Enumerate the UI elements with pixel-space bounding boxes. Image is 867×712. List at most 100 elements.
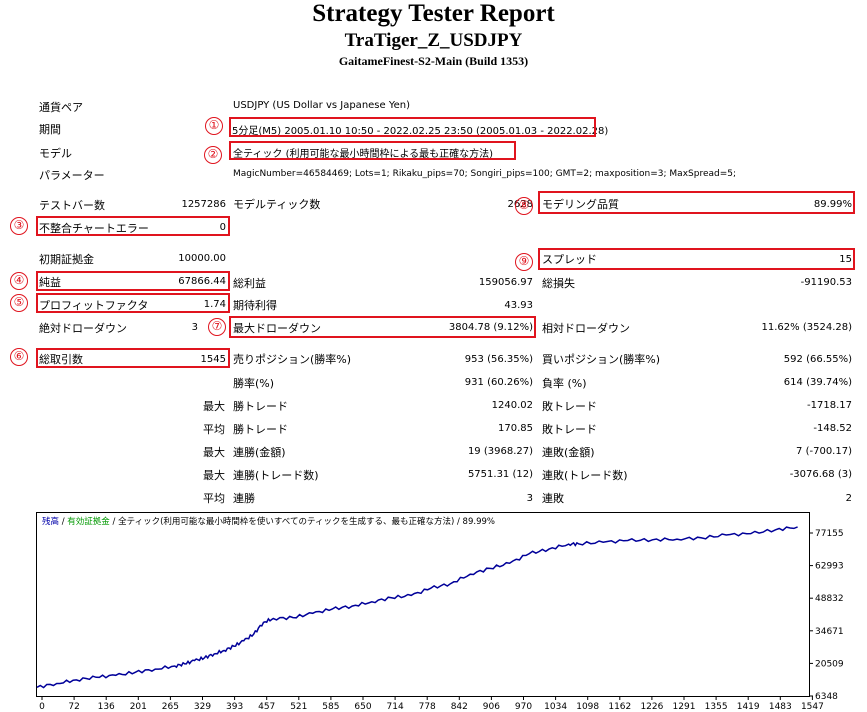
- trades-label: 総取引数: [39, 353, 83, 366]
- row-value-left: 3: [526, 493, 533, 504]
- legend-entry: /: [110, 517, 118, 527]
- payoff-label: 期待利得: [233, 299, 277, 312]
- row-label-left: 勝トレード: [233, 400, 288, 413]
- row-prefix: 最大: [203, 469, 225, 482]
- x-tick-label: 585: [322, 702, 339, 712]
- x-tick-label: 1162: [608, 702, 631, 712]
- y-tick-label: 62993: [815, 562, 844, 572]
- deposit-value: 10000.00: [178, 253, 226, 264]
- row-label-right: 敗トレード: [542, 423, 597, 436]
- row-value-left: 19 (3968.27): [467, 446, 533, 457]
- row-prefix: 平均: [203, 423, 225, 436]
- max-dd-value: 3804.78 (9.12%): [448, 322, 533, 333]
- marker-7: ⑦: [208, 318, 226, 336]
- abs-dd-label: 絶対ドローダウン: [39, 322, 127, 335]
- model-label: モデル: [39, 147, 72, 160]
- marker-6: ⑥: [10, 348, 28, 366]
- params-value: MagicNumber=46584469; Lots=1; Rikaku_pip…: [233, 169, 737, 179]
- row-label-left: 連勝(トレード数): [233, 469, 319, 482]
- highlight-period: [229, 117, 596, 137]
- ticks-label: モデルティック数: [233, 198, 321, 211]
- y-tick-label: 48832: [815, 594, 844, 604]
- x-tick-label: 521: [290, 702, 307, 712]
- model-value: 全ティック (利用可能な最小時間枠による最も正確な方法): [233, 149, 494, 160]
- marker-2: ②: [204, 146, 222, 164]
- abs-dd-value: 3: [191, 322, 198, 333]
- win-label: 勝率(%): [233, 377, 275, 390]
- loss-value: 614 (39.74%): [783, 377, 852, 388]
- legend-entry: 有効証拠金: [67, 516, 110, 527]
- ea-name: TraTiger_Z_USDJPY: [344, 30, 523, 51]
- highlight-pf: [36, 293, 230, 313]
- x-tick-label: 1483: [769, 702, 792, 712]
- pf-label: プロフィットファクタ: [39, 299, 149, 312]
- long-label: 買いポジション(勝率%): [542, 353, 661, 366]
- mismatch-label: 不整合チャートエラー: [39, 222, 149, 235]
- deposit-label: 初期証拠金: [39, 253, 94, 266]
- balance-chart: 残高 / 有効証拠金 / 全ティック(利用可能な最小時間枠を使いすべてのティック…: [36, 512, 844, 712]
- x-tick-label: 778: [419, 702, 436, 712]
- x-tick-label: 136: [98, 702, 115, 712]
- highlight-net: [36, 271, 230, 291]
- balance-series-line: [36, 526, 798, 689]
- x-tick-label: 1226: [640, 702, 663, 712]
- x-tick-label: 201: [130, 702, 147, 712]
- period-label: 期間: [39, 123, 61, 136]
- quality-label: モデリング品質: [542, 198, 619, 211]
- row-label-right: 敗トレード: [542, 400, 597, 413]
- report-title: Strategy Tester Report: [312, 0, 555, 27]
- x-tick-label: 1034: [544, 702, 567, 712]
- legend-entry: /: [59, 517, 67, 527]
- marker-1: ①: [205, 117, 223, 135]
- win-value: 931 (60.26%): [464, 377, 533, 388]
- marker-4: ④: [10, 272, 28, 290]
- symbol-label: 通貨ペア: [39, 101, 83, 114]
- legend-entry: / 89.99%: [454, 517, 495, 527]
- net-value: 67866.44: [178, 276, 226, 287]
- net-label: 純益: [39, 276, 61, 289]
- mismatch-value: 0: [219, 222, 226, 233]
- long-value: 592 (66.55%): [783, 354, 852, 365]
- gross-profit-label: 総利益: [233, 277, 266, 290]
- highlight-model: [229, 141, 516, 160]
- x-tick-label: 714: [387, 702, 404, 712]
- highlight-max-dd: [229, 316, 536, 338]
- row-value-right: -148.52: [813, 423, 852, 434]
- row-value-right: -3076.68 (3): [789, 469, 852, 480]
- row-label-left: 連勝(金額): [233, 446, 286, 459]
- spread-label: スプレッド: [542, 253, 597, 266]
- row-label-right: 連敗(トレード数): [542, 469, 628, 482]
- y-tick-label: 20509: [815, 659, 844, 669]
- max-dd-label: 最大ドローダウン: [233, 322, 321, 335]
- params-label: パラメーター: [39, 169, 105, 182]
- marker-3: ③: [10, 217, 28, 235]
- row-value-left: 5751.31 (12): [467, 469, 533, 480]
- row-prefix: 平均: [203, 492, 225, 505]
- short-value: 953 (56.35%): [464, 354, 533, 365]
- row-prefix: 最大: [203, 400, 225, 413]
- y-tick-label: 34671: [815, 627, 844, 637]
- payoff-value: 43.93: [504, 300, 533, 311]
- x-tick-label: 1355: [705, 702, 728, 712]
- row-prefix: 最大: [203, 446, 225, 459]
- x-tick-label: 1547: [801, 702, 824, 712]
- short-label: 売りポジション(勝率%): [233, 353, 352, 366]
- x-tick-label: 906: [483, 702, 500, 712]
- y-tick-label: 77155: [815, 529, 844, 539]
- x-tick-label: 842: [451, 702, 468, 712]
- x-tick-label: 393: [226, 702, 243, 712]
- marker-5: ⑤: [10, 294, 28, 312]
- row-label-left: 勝トレード: [233, 423, 288, 436]
- x-tick-label: 72: [68, 702, 79, 712]
- symbol-value: USDJPY (US Dollar vs Japanese Yen): [233, 100, 411, 111]
- row-label-right: 連敗: [542, 492, 564, 505]
- x-tick-label: 970: [515, 702, 532, 712]
- highlight-quality: [538, 191, 855, 214]
- bars-value: 1257286: [181, 199, 226, 210]
- highlight-trades: [36, 348, 230, 368]
- x-tick-label: 265: [162, 702, 179, 712]
- gross-profit-value: 159056.97: [478, 277, 533, 288]
- loss-label: 負率 (%): [542, 377, 587, 390]
- bars-label: テストバー数: [39, 199, 105, 212]
- server-name: GaitameFinest-S2-Main (Build 1353): [338, 54, 529, 68]
